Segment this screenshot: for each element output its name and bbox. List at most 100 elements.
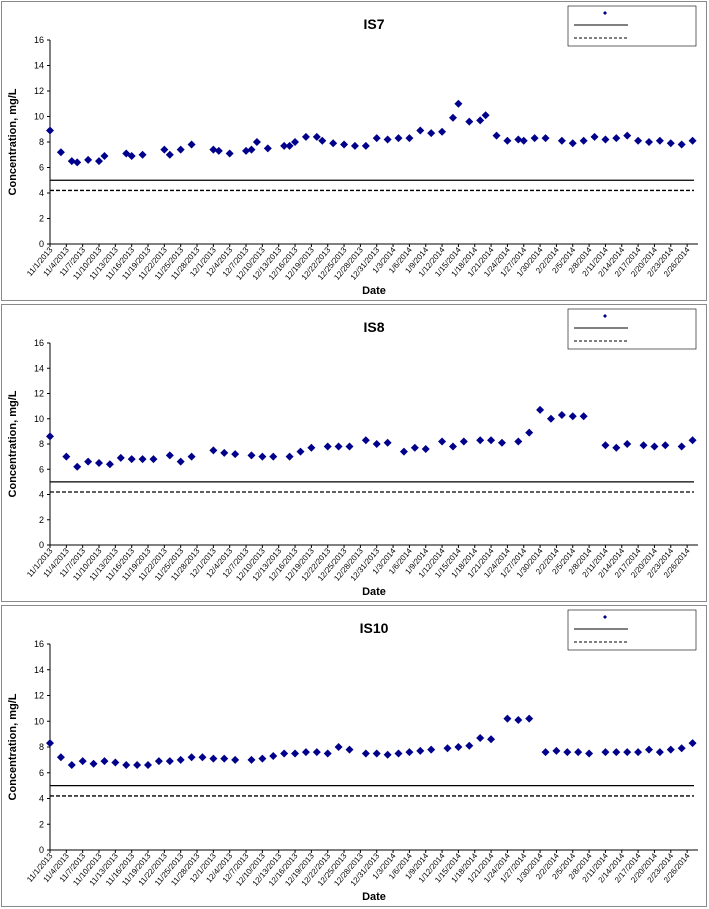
data-point xyxy=(247,755,256,764)
data-point xyxy=(176,755,185,764)
data-point xyxy=(644,138,653,146)
data-point xyxy=(612,443,621,452)
data-point xyxy=(100,152,109,161)
data-point xyxy=(165,757,174,766)
y-axis-label: Concentration, mg/L xyxy=(7,693,19,800)
data-point xyxy=(487,735,496,744)
data-point xyxy=(111,758,120,767)
data-point xyxy=(677,140,686,149)
data-point xyxy=(677,744,686,753)
data-point xyxy=(296,447,305,456)
data-point xyxy=(138,150,147,159)
x-axis-label: Date xyxy=(362,586,386,598)
chart-panel-is8: IS8 0 2 4 6 8 10 12 14 16 11/1/2013 11/4/2013 11/7/2… xyxy=(1,304,707,602)
data-point xyxy=(503,714,512,723)
data-point xyxy=(252,138,261,146)
chart-panel-is7: IS7 0 2 4 6 8 10 12 14 16 11/1/2013 11/4/2013 11/7/2… xyxy=(1,1,707,301)
data-point xyxy=(318,136,327,145)
y-tick-label: 8 xyxy=(39,742,44,752)
data-point xyxy=(56,753,65,762)
data-point xyxy=(476,116,485,125)
data-point xyxy=(67,761,76,770)
y-tick-label: 4 xyxy=(39,794,44,804)
data-point xyxy=(280,749,289,758)
data-point xyxy=(579,412,588,421)
legend xyxy=(567,308,697,350)
chart-panel-is10: IS10 0 2 4 6 8 10 12 14 16 11/1/2013 11/4/2013 11/7/… xyxy=(1,605,707,907)
legend-box xyxy=(567,308,697,350)
chart-title: IS10 xyxy=(360,620,389,636)
data-point xyxy=(198,753,207,762)
y-axis-label: Concentration, mg/L xyxy=(7,88,19,195)
data-point xyxy=(116,453,125,462)
legend-box xyxy=(567,5,697,47)
data-point xyxy=(530,134,539,143)
data-point xyxy=(644,745,653,754)
data-point xyxy=(225,149,234,158)
data-point xyxy=(688,739,697,748)
data-point xyxy=(487,436,496,445)
data-point xyxy=(372,440,381,448)
y-tick-label: 0 xyxy=(39,540,44,550)
data-point xyxy=(557,410,566,419)
data-point xyxy=(568,412,577,421)
data-point xyxy=(416,126,425,135)
data-point xyxy=(187,753,196,762)
y-tick-label: 14 xyxy=(34,665,44,675)
data-point xyxy=(361,436,370,445)
data-point xyxy=(345,745,354,754)
y-tick-label: 4 xyxy=(39,490,44,500)
y-tick-label: 10 xyxy=(34,716,44,726)
legend xyxy=(567,609,697,651)
data-point xyxy=(220,754,229,763)
data-point xyxy=(176,145,185,154)
y-tick-label: 16 xyxy=(34,639,44,649)
y-axis-label: Concentration, mg/L xyxy=(7,390,19,497)
y-tick-label: 8 xyxy=(39,137,44,147)
data-point xyxy=(476,436,485,445)
data-point xyxy=(541,134,550,143)
data-point xyxy=(465,117,474,126)
data-point xyxy=(497,438,506,447)
data-point xyxy=(84,457,93,466)
data-point xyxy=(612,748,621,757)
data-point xyxy=(634,748,643,757)
data-point xyxy=(323,749,332,758)
y-tick-label: 6 xyxy=(39,464,44,474)
data-point xyxy=(301,748,310,757)
chart-svg-is10: IS10024681012141611/1/201311/4/201311/7/… xyxy=(7,609,698,903)
data-point xyxy=(688,136,697,145)
data-point xyxy=(160,145,169,154)
data-point xyxy=(427,745,436,754)
data-point xyxy=(574,748,583,757)
data-point xyxy=(220,448,229,457)
data-point xyxy=(476,733,485,742)
data-point xyxy=(454,743,463,751)
data-point xyxy=(525,428,534,437)
y-tick-label: 0 xyxy=(39,239,44,249)
data-point xyxy=(623,748,632,757)
data-point xyxy=(269,752,278,761)
data-point xyxy=(312,748,321,757)
data-point xyxy=(459,437,468,446)
y-tick-label: 2 xyxy=(39,214,44,224)
legend-box xyxy=(567,609,697,651)
data-point xyxy=(149,455,158,464)
x-axis-label: Date xyxy=(362,891,386,903)
data-point xyxy=(78,757,87,766)
data-point xyxy=(187,140,196,149)
data-point xyxy=(601,441,610,450)
data-point xyxy=(67,157,76,166)
data-point xyxy=(247,145,256,154)
data-point xyxy=(677,442,686,451)
data-point xyxy=(231,755,240,764)
data-point xyxy=(503,136,512,145)
data-point xyxy=(623,440,632,448)
data-point xyxy=(492,131,501,140)
data-point xyxy=(100,757,109,766)
data-point xyxy=(650,442,659,451)
data-point xyxy=(541,748,550,757)
data-point xyxy=(258,452,267,461)
chart-title: IS7 xyxy=(363,16,384,32)
data-point xyxy=(394,134,403,143)
